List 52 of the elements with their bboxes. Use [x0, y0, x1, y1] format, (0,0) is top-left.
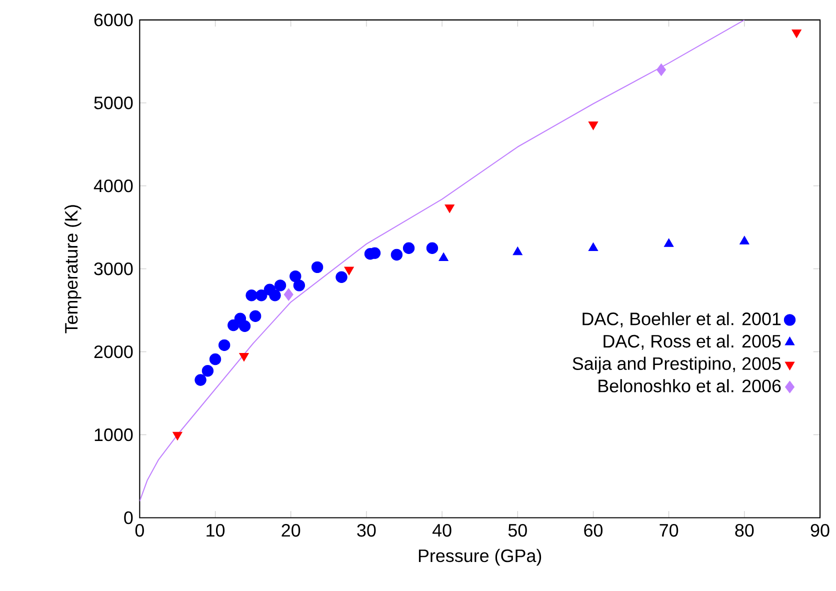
x-tick-label: 60	[584, 524, 603, 537]
point	[588, 242, 598, 252]
point	[246, 290, 258, 302]
legend-label: Saija and Prestipino, 2005	[572, 357, 781, 374]
x-tick-label: 50	[508, 524, 527, 537]
y-tick-label: 0	[124, 512, 133, 524]
x-axis-title: Pressure (GPa)	[418, 549, 542, 566]
y-tick-label: 5000	[94, 96, 133, 110]
point	[238, 320, 251, 332]
point	[293, 280, 306, 292]
point	[284, 288, 294, 302]
point	[336, 272, 348, 284]
point	[311, 262, 324, 274]
point	[792, 30, 802, 38]
x-tick-label: 70	[660, 524, 678, 537]
legend-label: Belonoshko et al. 2006	[598, 379, 781, 393]
point	[588, 122, 598, 130]
y-axis-title: Temperature (K)	[64, 205, 82, 334]
point	[249, 310, 262, 322]
point	[202, 365, 214, 377]
x-tick-label: 20	[282, 524, 300, 537]
point	[344, 266, 354, 276]
x-tick-label: 0	[135, 524, 144, 537]
legend-label: DAC, Ross et al. 2005	[604, 334, 781, 350]
point	[274, 280, 286, 292]
x-tick-label: 30	[357, 524, 376, 537]
point	[426, 242, 438, 254]
x-tick-label: 80	[735, 524, 754, 537]
x-tick-label: 90	[810, 524, 830, 537]
legend-label: DAC, Boehler et al. 2001	[582, 312, 781, 328]
point	[740, 236, 750, 245]
point	[390, 249, 403, 261]
point	[269, 290, 281, 302]
point	[218, 340, 230, 352]
point	[209, 354, 222, 366]
point	[438, 252, 448, 262]
x-tick-label: 10	[206, 524, 225, 537]
point	[290, 270, 302, 282]
point	[228, 320, 240, 332]
point	[444, 204, 454, 214]
point	[256, 290, 268, 302]
point	[402, 242, 415, 254]
point	[194, 374, 206, 386]
y-tick-label: 6000	[94, 14, 133, 27]
y-tick-label: 4000	[94, 180, 133, 192]
y-tick-label: 2000	[94, 346, 133, 358]
y-tick-label: 1000	[94, 428, 133, 442]
point	[656, 64, 666, 76]
x-tick-label: 40	[432, 524, 452, 537]
y-tick-label: 3000	[94, 262, 133, 276]
point	[512, 246, 523, 256]
point	[664, 238, 674, 248]
